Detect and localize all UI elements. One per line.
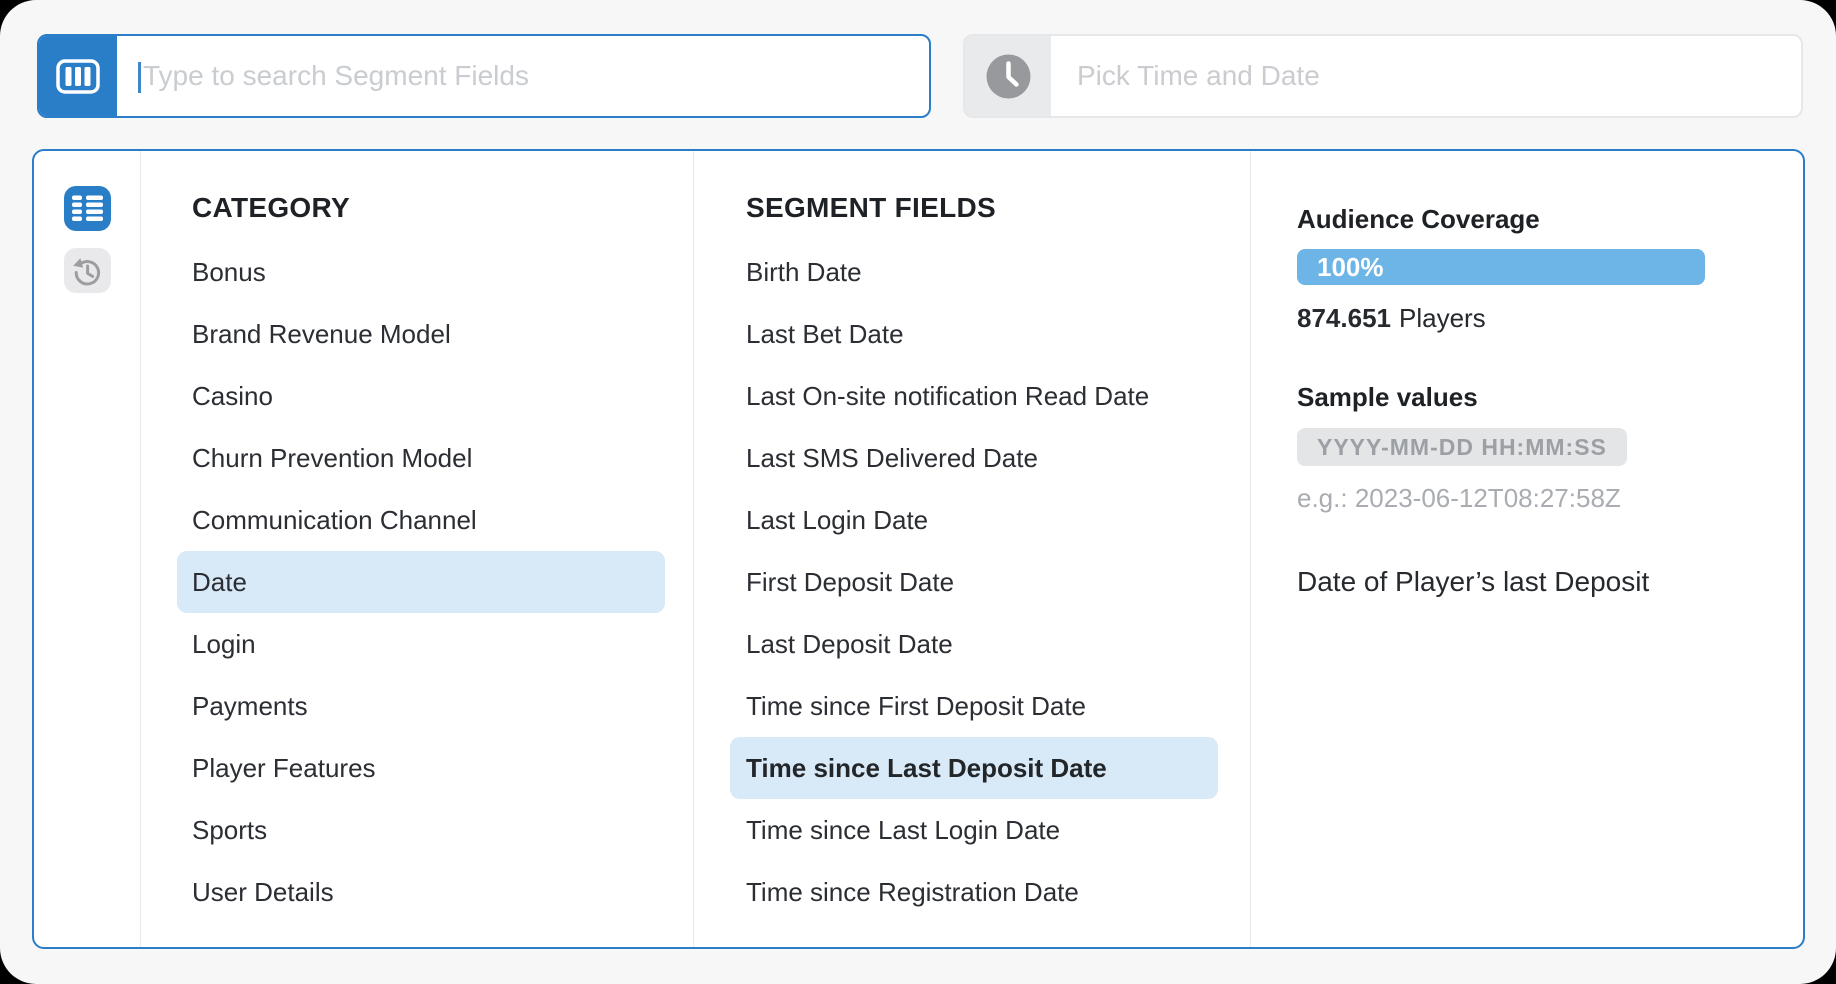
category-item-label: Churn Prevention Model xyxy=(192,442,473,473)
datetime-input[interactable] xyxy=(1051,36,1801,116)
category-item[interactable]: Login xyxy=(177,613,665,675)
segment-field-item[interactable]: Last Login Date xyxy=(730,489,1218,551)
category-item-label: Login xyxy=(192,628,256,659)
category-item[interactable]: Communication Channel xyxy=(177,489,665,551)
category-item[interactable]: Player Features xyxy=(177,737,665,799)
columns-icon xyxy=(56,58,100,94)
segment-field-item-label: Birth Date xyxy=(746,256,862,287)
segment-field-item[interactable]: First Deposit Date xyxy=(730,551,1218,613)
segment-field-item-label: First Deposit Date xyxy=(746,566,955,597)
segment-fields-header: SEGMENT FIELDS xyxy=(746,192,996,223)
clock-button[interactable] xyxy=(965,36,1051,116)
category-item-label: Communication Channel xyxy=(192,504,477,535)
search-input[interactable] xyxy=(117,36,929,116)
segment-field-item[interactable]: Time since Last Login Date xyxy=(730,799,1218,861)
sample-values-label: Sample values xyxy=(1297,382,1478,412)
category-item-label: Date xyxy=(192,566,247,597)
segment-field-item[interactable]: Last SMS Delivered Date xyxy=(730,427,1218,489)
category-item-label: Brand Revenue Model xyxy=(192,318,451,349)
category-item[interactable]: Sports xyxy=(177,799,665,861)
segment-field-item-label: Last Deposit Date xyxy=(746,628,953,659)
category-item[interactable]: Payments xyxy=(177,675,665,737)
category-item-label: Player Features xyxy=(192,752,376,783)
segment-field-item[interactable]: Last Bet Date xyxy=(730,303,1218,365)
history-button[interactable] xyxy=(63,248,111,293)
audience-coverage-bar: 100% xyxy=(1297,249,1705,285)
category-item-label: Bonus xyxy=(192,256,266,287)
segment-field-item[interactable]: Last On-site notification Read Date xyxy=(730,365,1218,427)
segment-fields-list: Birth Date Last Bet Date Last On-site no… xyxy=(694,241,1250,923)
category-item-label: User Details xyxy=(192,876,334,907)
segment-field-item[interactable]: Time since Last Deposit Date xyxy=(730,737,1218,799)
category-item[interactable]: Date xyxy=(177,551,665,613)
search-field xyxy=(117,36,929,116)
category-header: CATEGORY xyxy=(192,192,350,223)
segment-field-item-label: Time since Registration Date xyxy=(746,876,1079,907)
segment-field-item-label: Last SMS Delivered Date xyxy=(746,442,1038,473)
field-description: Date of Player’s last Deposit xyxy=(1297,566,1650,597)
sample-example-text: e.g.: 2023-06-12T08:27:58Z xyxy=(1297,483,1621,513)
top-bar xyxy=(37,34,1803,118)
segment-field-item-label: Last Bet Date xyxy=(746,318,904,349)
segment-field-item-label: Time since Last Login Date xyxy=(746,814,1061,845)
category-column: CATEGORY Bonus Brand Revenue Model Casin… xyxy=(141,151,694,947)
segment-search-group xyxy=(37,34,931,118)
players-count: 874.651 xyxy=(1297,303,1391,333)
datetime-picker-group xyxy=(963,34,1803,118)
segment-field-picker-panel: CATEGORY Bonus Brand Revenue Model Casin… xyxy=(32,149,1805,949)
category-item[interactable]: Churn Prevention Model xyxy=(177,427,665,489)
segment-field-item[interactable]: Last Deposit Date xyxy=(730,613,1218,675)
segment-field-item-label: Time since First Deposit Date xyxy=(746,690,1087,721)
category-item[interactable]: User Details xyxy=(177,861,665,923)
segment-field-item[interactable]: Time since Registration Date xyxy=(730,861,1218,923)
columns-view-button[interactable] xyxy=(39,36,117,116)
category-item-label: Payments xyxy=(192,690,308,721)
text-cursor xyxy=(138,62,141,93)
players-label: Players xyxy=(1398,303,1486,333)
clock-icon xyxy=(986,54,1030,98)
segment-field-item[interactable]: Birth Date xyxy=(730,241,1218,303)
segment-field-item[interactable]: Time since First Deposit Date xyxy=(730,675,1218,737)
segment-field-item-label: Last Login Date xyxy=(746,504,929,535)
segment-field-item-label: Last On-site notification Read Date xyxy=(746,380,1150,411)
fields-list-view-button[interactable] xyxy=(63,186,111,231)
category-item[interactable]: Brand Revenue Model xyxy=(177,303,665,365)
history-icon xyxy=(73,257,101,285)
category-list: Bonus Brand Revenue Model Casino Churn P… xyxy=(141,241,693,923)
category-item[interactable]: Bonus xyxy=(177,241,665,303)
category-item-label: Sports xyxy=(192,814,268,845)
view-switcher-rail xyxy=(34,151,141,947)
category-item[interactable]: Casino xyxy=(177,365,665,427)
sample-format-badge: YYYY-MM-DD HH:MM:SS xyxy=(1297,428,1627,466)
field-details-panel: Audience Coverage 100% 874.651 Players Sa… xyxy=(1251,151,1803,947)
list-icon xyxy=(71,195,103,221)
players-count-line: 874.651 Players xyxy=(1297,303,1757,333)
segment-field-item-label: Time since Last Deposit Date xyxy=(746,752,1107,783)
category-item-label: Casino xyxy=(192,380,273,411)
audience-coverage-label: Audience Coverage xyxy=(1297,204,1540,234)
segment-fields-column: SEGMENT FIELDS Birth Date Last Bet Date … xyxy=(694,151,1251,947)
